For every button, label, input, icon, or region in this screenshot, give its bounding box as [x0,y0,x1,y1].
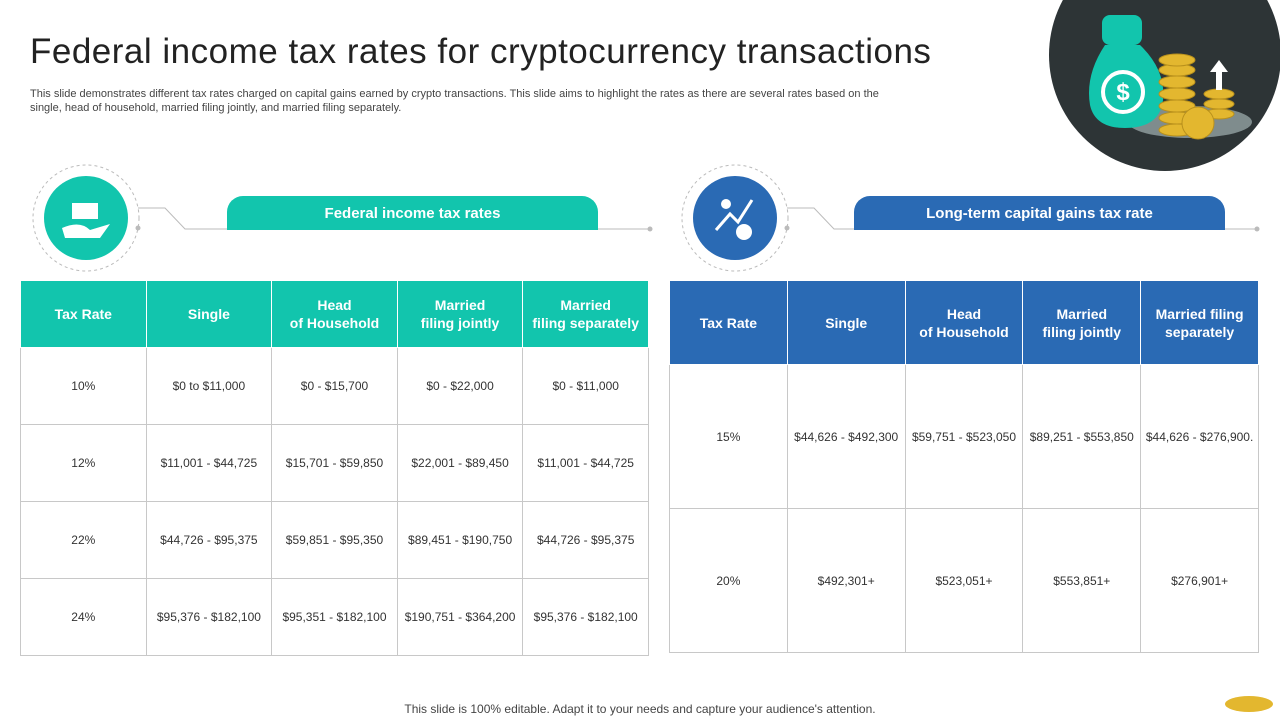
table-row: 12% $11,001 - $44,725 $15,701 - $59,850 $22… [20,424,649,502]
coins [1158,53,1235,140]
title: Federal income tax rates for cryptocurre… [30,32,932,71]
table-cell: 15% [669,364,788,509]
table-cell: 10% [20,347,147,425]
table-cell: $11,001 - $44,725 [522,424,649,502]
column-header: Married filing jointly [1022,280,1142,365]
header-line: Single [187,306,230,322]
column-header: Tax Rate [669,280,788,365]
header-line: Tax Rate [54,306,112,322]
table-cell: 22% [20,501,147,579]
table-cell: $0 - $15,700 [271,347,398,425]
table-cell: $0 to $11,000 [145,347,273,425]
dollar-icon: $ [1116,79,1130,106]
header-line: Married [1056,305,1108,322]
tax-table: Tax Rate Single Head of Household Married fil… [20,280,649,656]
table-cell: $22,001 - $89,450 [396,424,524,502]
table-cell: $44,726 - $95,375 [522,501,649,579]
table-cell: $59,851 - $95,350 [271,501,398,579]
table-cell: $95,376 - $182,100 [522,578,649,656]
table-cell: $59,751 - $523,050 [904,364,1024,509]
table-cell: $89,251 - $553,850 [1022,364,1142,509]
table-cell: $553,851+ [1022,508,1142,653]
table-row: 20% $492,301+ $523,051+ $553,851+ $276,901+ [669,508,1259,653]
table-cell: 24% [20,578,147,656]
table-row: 10% $0 to $11,000 $0 - $15,700 $0 - $22,000… [20,347,649,425]
header-line: Married [434,297,486,313]
column-header: Married filing separately [522,280,649,348]
section-heading: Federal income tax rates [227,196,598,230]
column-header: Single [786,280,906,365]
header-line: Married [560,297,611,313]
bag-coin [1101,70,1145,114]
table-cell: $89,451 - $190,750 [396,501,524,579]
table-cell: $44,726 - $95,375 [145,501,273,579]
table-cell: $44,626 - $276,900. [1140,364,1259,509]
header-line: Head [946,305,982,322]
column-header: Married filing separately [1140,280,1259,365]
table-cell: $95,376 - $182,100 [145,578,273,656]
table-cell: $276,901+ [1140,508,1259,653]
header-row: Tax Rate Single Head of Household Married fil… [669,280,1259,365]
table-cell: $15,701 - $59,850 [271,424,398,502]
header-line: filing jointly [420,315,500,331]
tax-table: Tax Rate Single Head of Household Married fil… [669,280,1259,653]
table-cell: $11,001 - $44,725 [145,424,273,502]
column-header: Head of Household [904,280,1024,365]
table-cell: $523,051+ [904,508,1024,653]
table-cell: $492,301+ [786,508,906,653]
header-row: Tax Rate Single Head of Household Married fil… [20,280,649,348]
description: This slide demonstrates different tax ra… [30,88,879,114]
table-cell: $0 - $11,000 [522,347,649,425]
column-header: Tax Rate [20,280,147,348]
arrow-up [1210,60,1228,90]
table-row: 24% $95,376 - $182,100 $95,351 - $182,100 $… [20,578,649,656]
header-line: Tax Rate [699,314,758,331]
bag-top [1102,15,1142,45]
column-header: Married filing jointly [396,280,524,348]
table-row: 15% $44,626 - $492,300 $59,751 - $523,050 $… [669,364,1259,509]
column-header: Head of Household [271,280,398,348]
header-line: filing jointly [1042,323,1122,340]
header-line: of Household [919,323,1009,340]
header-line: Single [825,314,868,331]
section-heading: Long-term capital gains tax rate [854,196,1225,230]
header-line: filing separately [532,315,639,331]
column-header: Single [145,280,273,348]
header-line: separately [1164,323,1235,340]
corner-coin [1225,696,1273,712]
table-cell: $44,626 - $492,300 [786,364,906,509]
footer: This slide is 100% editable. Adapt it to… [404,702,876,716]
table-cell: $0 - $22,000 [396,347,524,425]
header-line: Married filing [1155,305,1244,322]
header-line: Head [317,297,352,313]
table-cell: 12% [20,424,147,502]
table-cell: $190,751 - $364,200 [396,578,524,656]
left-icon [32,164,653,272]
table-row: 22% $44,726 - $95,375 $59,851 - $95,350 $89… [20,501,649,579]
table-cell: 20% [669,508,788,653]
table-cell: $95,351 - $182,100 [271,578,398,656]
header-line: of Household [289,315,380,331]
